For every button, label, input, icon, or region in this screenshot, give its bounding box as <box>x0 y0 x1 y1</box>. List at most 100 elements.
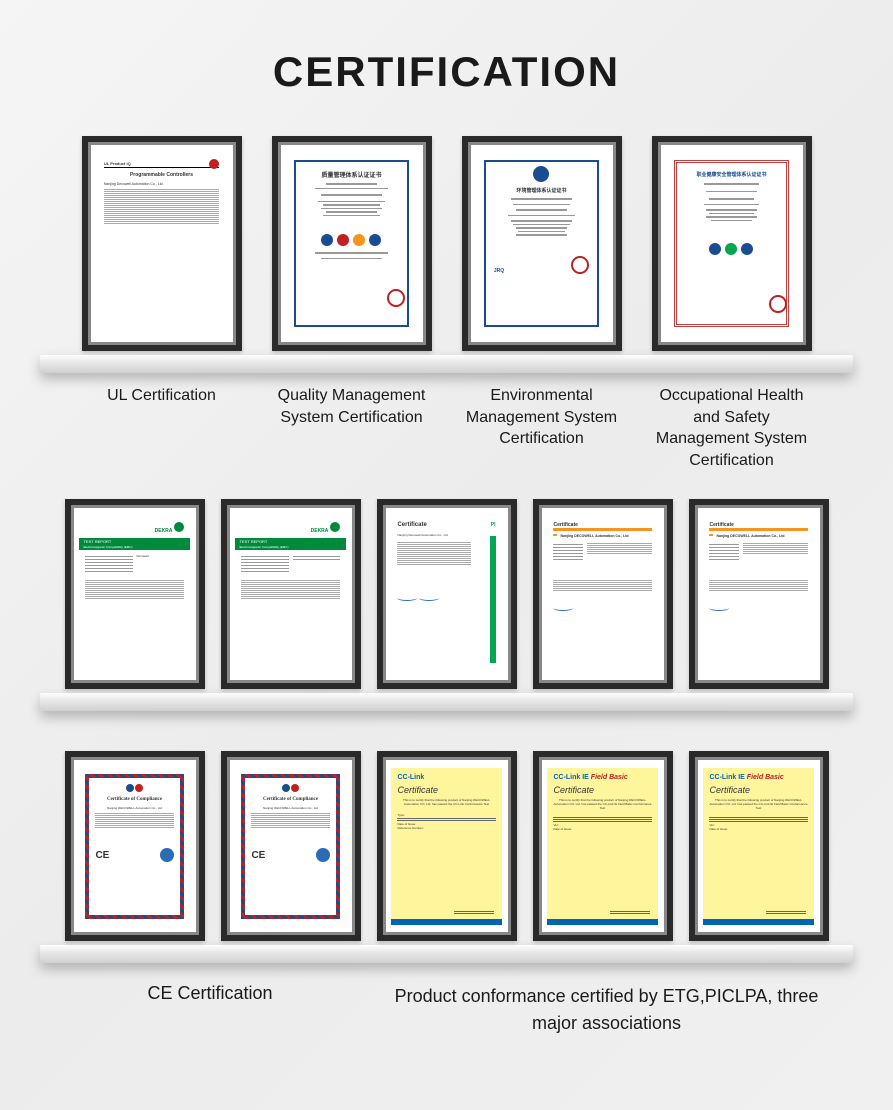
cclink-brand: CC-Link <box>397 774 495 781</box>
row1-labels: UL Certification Quality Management Syst… <box>0 373 893 499</box>
emblem-icon <box>291 784 299 792</box>
badge-icon <box>741 243 753 255</box>
label-qms: Quality Management System Certification <box>272 385 432 471</box>
cclink-heading: Certificate <box>553 785 651 795</box>
cert-doc-dekra1: DEKRA TEST REPORT Electromagnetic Compat… <box>79 516 189 673</box>
cclink-field: Reference Number: <box>397 826 495 830</box>
cert-frame-cclink1: CC-Link Certificate This is to certify t… <box>377 751 517 941</box>
cert-doc-cclink3: CC-Link IE Field Basic Certificate This … <box>703 768 813 925</box>
ul-company: Nanjing Decowell Automation Co., Ltd <box>104 182 219 186</box>
certy-company: Nanjing DECOWELL Automation Co., Ltd <box>553 534 651 538</box>
dekra-title: TEST REPORT <box>79 538 189 545</box>
cclink-accent-bar <box>391 919 501 925</box>
ce-title: Certificate of Compliance <box>251 797 329 802</box>
label-ohs: Occupational Health and Safety Managemen… <box>652 385 812 471</box>
qms-title: 质量管理体系认证证书 <box>300 170 403 179</box>
cclink-field: Date of Issue: <box>553 827 651 831</box>
badge-icon <box>337 234 349 246</box>
badge-icon <box>321 234 333 246</box>
cert-doc-dekra2: DEKRA TEST REPORT Electromagnetic Compat… <box>235 516 345 673</box>
cert-frame-ce1: Certificate of Compliance Nanjing DECOWE… <box>65 751 205 941</box>
signature-icon <box>397 595 417 601</box>
cclink-heading: Certificate <box>397 785 495 795</box>
shelf <box>40 355 853 373</box>
shelf <box>40 693 853 711</box>
cert-doc-qms: 质量管理体系认证证书 <box>288 154 415 333</box>
shelf <box>40 945 853 963</box>
page-title: CERTIFICATION <box>0 0 893 136</box>
ems-title: 环境管理体系认证证书 <box>490 187 593 194</box>
badge-icon <box>353 234 365 246</box>
ce-company: Nanjing DECOWELL Automation Co., Ltd <box>251 806 329 810</box>
label-ul: UL Certification <box>82 385 242 471</box>
cert-frame-ems: 环境管理体系认证证书 JRQ <box>462 136 622 351</box>
cert-frame-cclink3: CC-Link IE Field Basic Certificate This … <box>689 751 829 941</box>
seal-icon <box>387 289 405 307</box>
cert-frame-dekra2: DEKRA TEST REPORT Electromagnetic Compat… <box>221 499 361 689</box>
cclink-heading: Certificate <box>709 785 807 795</box>
cert-doc-ce1: Certificate of Compliance Nanjing DECOWE… <box>79 768 189 925</box>
ce-mark-icon: CE <box>251 850 265 861</box>
label-ce: CE Certification <box>50 983 370 1037</box>
dekra-brand: DEKRA <box>155 528 173 534</box>
label-ems: Environmental Management System Certific… <box>462 385 622 471</box>
certy-title: Certificate <box>553 522 577 528</box>
cert-doc-cclink1: CC-Link Certificate This is to certify t… <box>391 768 501 925</box>
seal-icon <box>769 295 787 313</box>
emblem-icon <box>126 784 134 792</box>
cert-frame-certy1: Certificate Nanjing DECOWELL Automation … <box>533 499 673 689</box>
signature-icon <box>709 605 729 611</box>
cert-doc-pi: CertificatePI Nanjing Decowell Automatio… <box>391 516 501 673</box>
certy-company: Nanjing DECOWELL Automation Co., Ltd <box>709 534 807 538</box>
seal-icon <box>160 848 174 862</box>
dekra-brand: DEKRA <box>311 528 329 534</box>
seal-icon <box>571 256 589 274</box>
dekra-subtitle: Electromagnetic Compatibility (EMC) <box>79 545 189 549</box>
signature-icon <box>419 595 439 601</box>
cert-row-2: DEKRA TEST REPORT Electromagnetic Compat… <box>0 499 893 689</box>
cert-frame-pi: CertificatePI Nanjing Decowell Automatio… <box>377 499 517 689</box>
ul-header: UL Product iQ <box>104 161 131 166</box>
label-conformance: Product conformance certified by ETG,PIC… <box>370 983 843 1037</box>
emblem-icon <box>282 784 290 792</box>
cert-row-3: Certificate of Compliance Nanjing DECOWE… <box>0 751 893 941</box>
row3-labels: CE Certification Product conformance cer… <box>0 963 893 1037</box>
cert-row-1: UL Product iQ Programmable Controllers N… <box>0 136 893 351</box>
badge-icon <box>725 243 737 255</box>
ce-mark-icon: CE <box>95 850 109 861</box>
badge-icon <box>709 243 721 255</box>
cert-doc-cclink2: CC-Link IE Field Basic Certificate This … <box>547 768 657 925</box>
cert-frame-qms: 质量管理体系认证证书 <box>272 136 432 351</box>
pi-title: Certificate <box>397 522 426 528</box>
ul-logo-icon <box>209 159 219 169</box>
certy-title: Certificate <box>709 522 733 528</box>
dekra-right-text: Decowell <box>137 554 184 574</box>
cert-frame-ul: UL Product iQ Programmable Controllers N… <box>82 136 242 351</box>
ce-company: Nanjing DECOWELL Automation Co., Ltd <box>95 806 173 810</box>
cclink-suffix: Field Basic <box>747 774 784 781</box>
cert-doc-ohs: 职业健康安全管理体系认证证书 <box>668 154 795 333</box>
dekra-logo-icon <box>330 522 340 532</box>
cert-frame-certy2: Certificate Nanjing DECOWELL Automation … <box>689 499 829 689</box>
cclink-accent-bar <box>703 919 813 925</box>
seal-icon <box>316 848 330 862</box>
cclink-brand: CC-Link IE <box>709 774 744 781</box>
ul-heading: Programmable Controllers <box>104 172 219 178</box>
cclink-subtext: This is to certify that the following pr… <box>553 799 651 811</box>
emblem-icon <box>135 784 143 792</box>
cclink-subtext: This is to certify that the following pr… <box>709 799 807 811</box>
cert-frame-ohs: 职业健康安全管理体系认证证书 <box>652 136 812 351</box>
cert-frame-ce2: Certificate of Compliance Nanjing DECOWE… <box>221 751 361 941</box>
pi-company: Nanjing Decowell Automation Co., Ltd <box>397 533 495 537</box>
ems-bottom-logo: JRQ <box>494 268 504 274</box>
cert-doc-certy2: Certificate Nanjing DECOWELL Automation … <box>703 516 813 673</box>
emblem-icon <box>533 166 549 182</box>
cclink-suffix: Field Basic <box>591 774 628 781</box>
cert-frame-dekra1: DEKRA TEST REPORT Electromagnetic Compat… <box>65 499 205 689</box>
badge-icon <box>369 234 381 246</box>
cert-doc-ems: 环境管理体系认证证书 JRQ <box>478 154 605 333</box>
pi-accent-bar <box>490 536 496 663</box>
dekra-logo-icon <box>174 522 184 532</box>
cert-doc-ul: UL Product iQ Programmable Controllers N… <box>98 154 225 333</box>
cert-doc-certy1: Certificate Nanjing DECOWELL Automation … <box>547 516 657 673</box>
